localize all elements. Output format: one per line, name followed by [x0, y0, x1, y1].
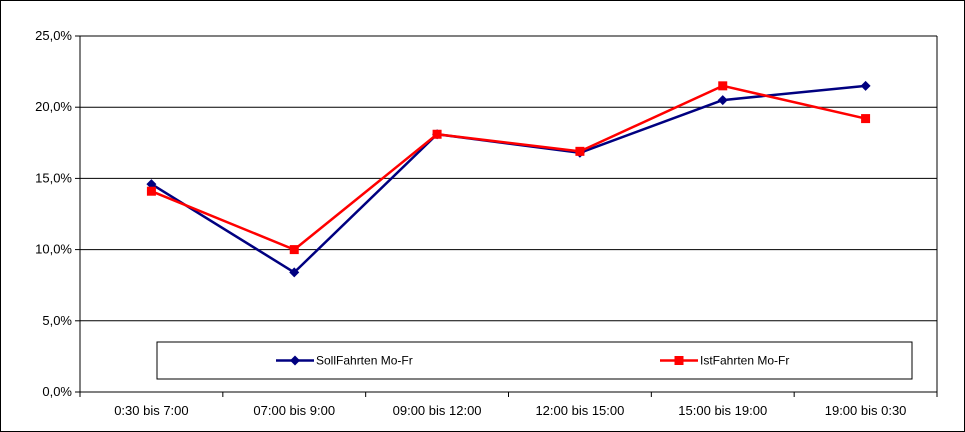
data-point [575, 146, 585, 156]
legend-marker [674, 356, 684, 365]
data-point [146, 179, 157, 190]
grid-lines [80, 35, 937, 322]
data-point [146, 186, 156, 196]
legend-box [156, 341, 913, 380]
x-tick-label: 0:30 bis 7:00 [114, 403, 188, 418]
series-lines [146, 80, 871, 278]
legend-marker [290, 355, 300, 366]
data-point [860, 80, 871, 91]
y-tick-label: 15,0% [35, 170, 72, 185]
x-tick-label: 15:00 bis 19:00 [678, 403, 767, 418]
data-point [289, 245, 299, 255]
data-point [718, 81, 728, 91]
data-point [861, 114, 871, 124]
series-line-1 [150, 84, 866, 274]
y-tick-label: 5,0% [42, 313, 72, 328]
legend-label: SollFahrten Mo-Fr [316, 354, 413, 368]
x-tick-label: 19:00 bis 0:30 [825, 403, 907, 418]
x-tick-label: 07:00 bis 9:00 [253, 403, 335, 418]
x-tick-label: 09:00 bis 12:00 [393, 403, 482, 418]
data-point [289, 267, 300, 278]
x-tick-label: 12:00 bis 15:00 [535, 403, 624, 418]
axes: 0,0% 5,0% 10,0% 15,0% 20,0% 25,0% 0:30 bis 7:0… [35, 28, 938, 418]
y-tick-label: 0,0% [42, 384, 72, 399]
y-tick-label: 20,0% [35, 99, 72, 114]
series-line-2 [150, 84, 866, 251]
legend-label: IstFahrten Mo-Fr [700, 354, 789, 368]
data-point [717, 95, 728, 106]
data-point [432, 129, 442, 139]
y-tick-label: 25,0% [35, 28, 72, 43]
legend: SollFahrten Mo-Fr IstFahrten Mo-Fr [156, 341, 913, 380]
y-tick-label: 10,0% [35, 242, 72, 257]
